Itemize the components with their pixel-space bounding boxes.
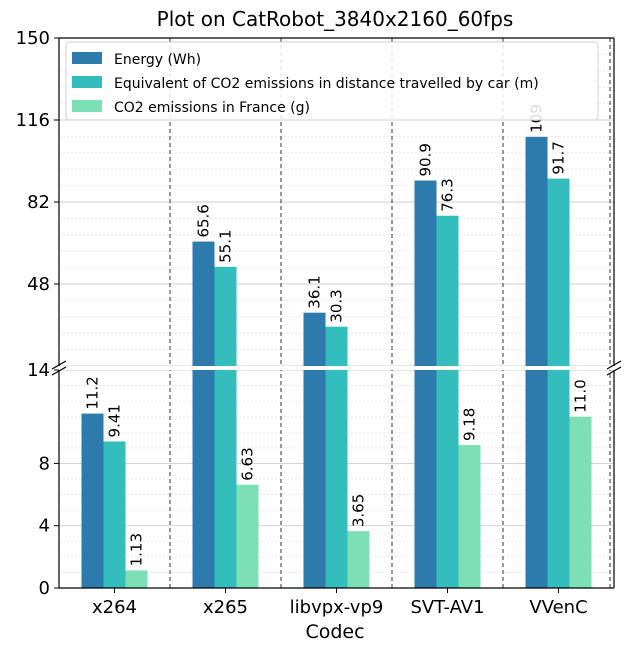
y-tick-label: 4 <box>39 516 50 537</box>
x-tick-label: x265 <box>203 597 248 618</box>
bar <box>325 326 348 366</box>
y-tick-label: 150 <box>16 28 50 49</box>
data-label: 90.9 <box>417 143 435 176</box>
bar <box>414 180 437 366</box>
data-label: 1.13 <box>128 533 146 566</box>
legend-swatch <box>72 76 102 88</box>
data-label: 55.1 <box>217 229 235 262</box>
legend-label: CO2 emissions in France (g) <box>114 100 310 116</box>
bar <box>347 531 370 588</box>
data-label: 3.65 <box>350 494 368 527</box>
data-label: 9.18 <box>461 408 479 441</box>
x-tick-label: libvpx-vp9 <box>290 597 384 618</box>
x-tick-label: x264 <box>92 597 137 618</box>
bar <box>214 370 237 588</box>
data-label: 11.0 <box>572 379 590 412</box>
bar <box>458 445 481 588</box>
bar <box>436 370 459 588</box>
data-labels: 11.265.636.190.91099.4155.130.376.391.71… <box>84 104 590 566</box>
bar <box>81 413 104 588</box>
data-label: 76.3 <box>439 178 457 211</box>
data-label: 36.1 <box>306 275 324 308</box>
x-tick-label: VVenC <box>529 597 587 618</box>
bar <box>414 370 437 588</box>
y-tick-label: 14 <box>27 360 50 381</box>
data-label: 30.3 <box>328 289 346 322</box>
y-tick-label: 82 <box>27 192 50 213</box>
data-label: 6.63 <box>239 447 257 480</box>
y-tick-label: 0 <box>39 578 50 599</box>
legend-swatch <box>72 100 102 112</box>
data-label: 11.2 <box>84 376 102 409</box>
axis-break-gap <box>59 366 614 370</box>
bar <box>303 370 326 588</box>
y-tick-label: 116 <box>16 110 50 131</box>
bar <box>525 136 548 366</box>
category-separators <box>169 38 611 588</box>
bar <box>214 266 237 366</box>
bar <box>547 178 570 366</box>
y-tick-label: 48 <box>27 274 50 295</box>
bar <box>125 570 148 588</box>
bar <box>525 370 548 588</box>
bar <box>103 441 126 588</box>
bars <box>81 136 592 588</box>
bar <box>192 370 215 588</box>
bar <box>325 370 348 588</box>
x-tick-label: SVT-AV1 <box>410 597 484 618</box>
bar <box>547 370 570 588</box>
bar <box>236 484 259 588</box>
legend: Energy (Wh) Equivalent of CO2 emissions i… <box>65 41 599 121</box>
legend-label: Equivalent of CO2 emissions in distance … <box>114 76 539 92</box>
bar <box>303 312 326 366</box>
legend-swatch <box>72 52 102 64</box>
legend-label: Energy (Wh) <box>114 52 201 68</box>
bar <box>192 241 215 366</box>
data-label: 91.7 <box>550 141 568 174</box>
y-tick-label: 8 <box>39 453 50 474</box>
x-axis-title: Codec <box>305 621 364 643</box>
bar <box>436 215 459 366</box>
bar <box>569 416 592 588</box>
data-label: 9.41 <box>106 404 124 437</box>
chart-title: Plot on CatRobot_3840x2160_60fps <box>157 7 514 31</box>
legend-box <box>65 41 599 121</box>
data-label: 65.6 <box>195 204 213 237</box>
